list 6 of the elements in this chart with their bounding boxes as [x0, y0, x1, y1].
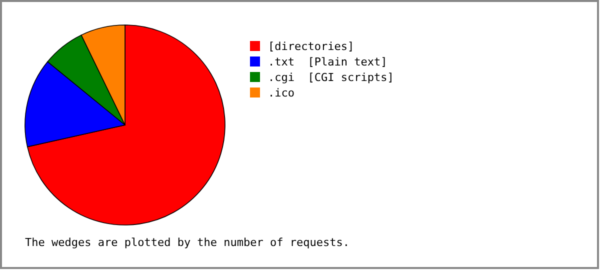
text: The wedges are plotted by the number of requests. — [25, 236, 350, 249]
pie-slice — [27, 24, 226, 226]
legend-label: .ico — [268, 86, 294, 100]
legend-label: .cgi [CGI scripts] — [268, 71, 394, 84]
legend-label: .txt [Plain text] — [268, 56, 388, 68]
legend-label: [directories] — [268, 40, 354, 53]
